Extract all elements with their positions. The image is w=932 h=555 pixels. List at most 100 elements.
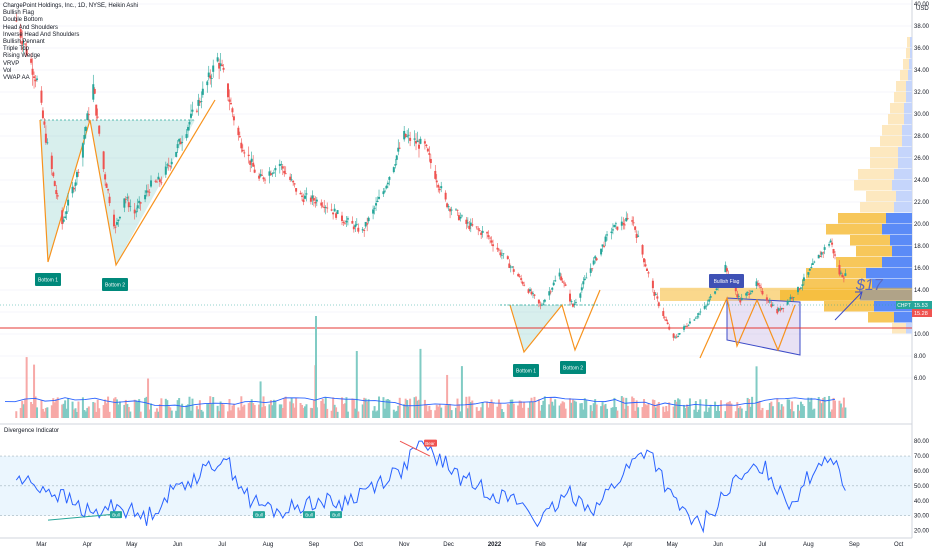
candle-body: [800, 288, 802, 289]
oscillator-tick: 70.00: [914, 454, 930, 460]
volume-bar: [378, 397, 380, 419]
candle-body: [653, 292, 655, 296]
candle-body: [439, 189, 441, 190]
volume-bar: [202, 412, 204, 418]
candle-body: [372, 209, 374, 213]
candle-body: [459, 217, 461, 219]
candle-body: [175, 152, 177, 157]
candle-body: [834, 254, 836, 255]
volume-spike: [315, 316, 317, 418]
candle-body: [760, 287, 762, 288]
candle-body: [67, 200, 69, 206]
vp-row-up: [898, 158, 912, 169]
volume-bar: [523, 402, 525, 418]
candle-body: [374, 208, 376, 209]
vp-row-up: [908, 70, 912, 81]
candle-body: [109, 197, 111, 203]
candle-body: [45, 134, 47, 143]
vp-row-up: [886, 213, 912, 224]
price-tick: 40.00: [914, 2, 930, 8]
candle-body: [596, 258, 598, 260]
candle-body: [831, 243, 833, 245]
candle-body: [708, 299, 710, 301]
candle-body: [408, 135, 410, 136]
candle-body: [103, 151, 105, 169]
volume-bar: [264, 406, 266, 418]
candle-body: [664, 317, 666, 318]
vp-row-up: [892, 246, 912, 257]
volume-bar: [575, 402, 577, 418]
volume-bar: [399, 398, 401, 418]
price-tick: 10.00: [914, 332, 930, 338]
volume-bar: [471, 401, 473, 418]
candle-body: [803, 277, 805, 280]
candle-body: [779, 309, 781, 310]
candle-body: [562, 281, 564, 282]
volume-bar: [326, 409, 328, 418]
candle-body: [738, 296, 740, 297]
candle-body: [687, 325, 689, 326]
candle-body: [769, 302, 771, 303]
time-tick: Aug: [803, 542, 814, 548]
volume-bar: [803, 406, 805, 418]
candle-body: [511, 267, 513, 268]
candle-body: [656, 296, 658, 298]
candle-body: [553, 283, 555, 286]
volume-bar: [440, 408, 442, 418]
candle-body: [334, 209, 336, 212]
candle-body: [354, 225, 356, 227]
candle-body: [254, 170, 256, 173]
candle-body: [793, 297, 795, 298]
bull-marker-label: Bull: [255, 513, 263, 518]
candle-body: [581, 287, 583, 290]
candle-body: [440, 186, 442, 188]
volume-bar: [834, 401, 836, 418]
volume-bar: [36, 407, 38, 418]
candle-body: [830, 241, 832, 243]
candle-body: [82, 143, 84, 157]
legend-indicators: Bullish Flag Double Bottom Head And Should…: [3, 10, 138, 82]
candle-body: [46, 142, 48, 143]
candle-body: [55, 190, 57, 194]
candle-body: [160, 182, 162, 183]
candle-body: [488, 235, 490, 237]
candle-body: [533, 295, 535, 296]
price-tag-second: 15.28: [914, 311, 928, 317]
volume-bar: [212, 397, 214, 418]
candle-body: [280, 164, 282, 165]
legend: ChargePoint Holdings, Inc., 1D, NYSE, He…: [3, 3, 138, 82]
price-tick: 20.00: [914, 222, 930, 228]
time-tick: Jul: [759, 542, 767, 548]
legend-indicator: Head And Shoulders: [3, 25, 138, 32]
vp-row-down: [850, 235, 890, 246]
candle-body: [409, 138, 411, 141]
vp-row-up: [894, 169, 912, 180]
candle-body: [633, 222, 635, 223]
candle-body: [745, 293, 747, 295]
volume-bar: [824, 397, 826, 418]
legend-indicator: Triple Top: [3, 46, 138, 53]
volume-bar: [492, 403, 494, 418]
legend-indicator: Bullish Pennant: [3, 39, 138, 46]
volume-bar: [88, 406, 90, 418]
time-tick: 2022: [488, 542, 502, 548]
candle-body: [326, 208, 328, 209]
bull-marker-label: Bull: [332, 513, 340, 518]
volume-bar: [254, 405, 256, 418]
candle-body: [809, 269, 811, 271]
candle-body: [282, 166, 284, 168]
candle-body: [233, 116, 235, 120]
volume-bar: [295, 397, 297, 418]
vp-row-down: [890, 103, 904, 114]
vp-row-down: [858, 169, 894, 180]
candle-body: [357, 228, 359, 232]
price-tick: 32.00: [914, 90, 930, 96]
oscillator-tick: 60.00: [914, 469, 930, 475]
legend-indicator: VRVP: [3, 61, 138, 68]
candle-body: [579, 293, 581, 297]
candle-body: [399, 148, 401, 149]
volume-bar: [782, 406, 784, 418]
candle-body: [140, 202, 142, 203]
candle-body: [97, 117, 99, 118]
